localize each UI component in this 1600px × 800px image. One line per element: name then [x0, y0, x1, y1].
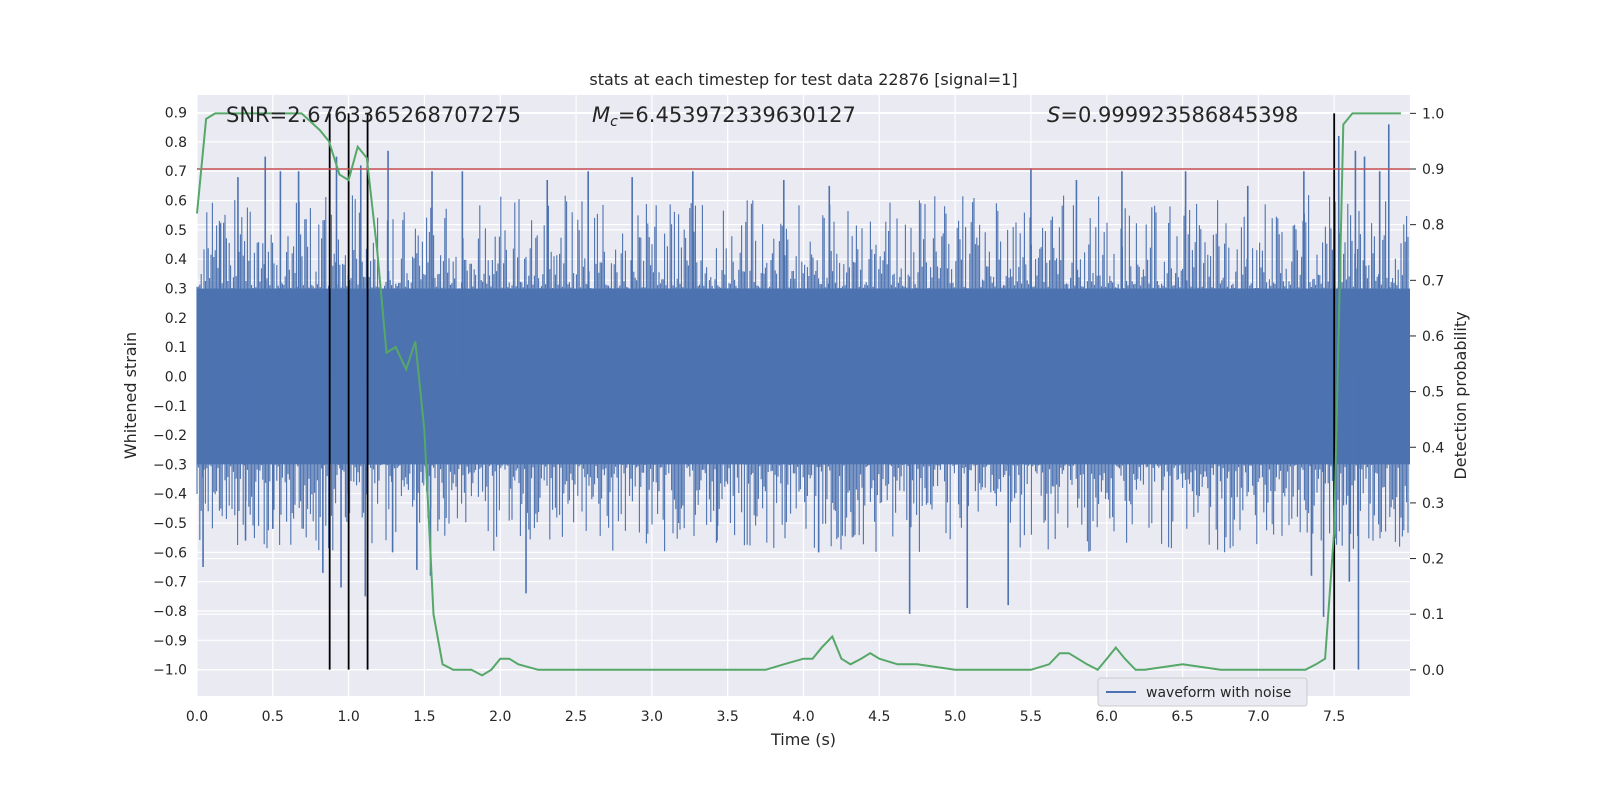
y-tick-label: 0.9 — [165, 106, 187, 122]
y-tick-label: 0.6 — [165, 194, 187, 210]
y-axis-label: Whitened strain — [121, 332, 140, 459]
x-ticks: 0.0 0.5 1.0 1.5 2.0 2.5 3.0 3.5 4.0 4.5 5.0 5.5 6.0 6… — [186, 709, 1345, 725]
mc-value: =6.453972339630127 — [618, 103, 856, 127]
y2-ticks: 0.0 0.1 0.2 0.3 0.4 0.5 0.6 0.7 0.8 0.9 1.0 — [1410, 106, 1444, 679]
x-tick-label: 3.0 — [641, 709, 663, 725]
x-tick-label: 6.5 — [1171, 709, 1193, 725]
y-tick-label: 0.5 — [165, 223, 187, 239]
x-tick-label: 4.0 — [792, 709, 814, 725]
legend: waveform with noise — [1097, 677, 1308, 707]
chart-title: stats at each timestep for test data 228… — [589, 70, 1017, 89]
y-tick-label: −0.8 — [153, 604, 187, 620]
y-tick-label: −1.0 — [153, 663, 187, 679]
y-tick-label: 0.8 — [165, 135, 187, 151]
y-tick-label: 0.7 — [165, 164, 187, 180]
x-tick-label: 5.0 — [944, 709, 966, 725]
y2-tick-label: 0.4 — [1422, 440, 1444, 456]
event-lines — [328, 113, 1336, 670]
mc-subscript: c — [610, 114, 618, 130]
legend-box — [1097, 677, 1308, 707]
y2-tick-label: 0.5 — [1422, 385, 1444, 401]
x-tick-label: 4.5 — [868, 709, 890, 725]
x-tick-label: 3.5 — [717, 709, 739, 725]
snr-annotation: SNR=2.6763365268707275 — [226, 103, 521, 127]
strain-series — [196, 124, 1410, 670]
mc-annotation: Mc=6.453972339630127 — [592, 103, 856, 130]
x-tick-label: 2.0 — [489, 709, 511, 725]
y-tick-label: −0.4 — [153, 487, 187, 503]
y2-tick-label: 0.7 — [1422, 273, 1444, 289]
y2-axis-label: Detection probability — [1451, 311, 1470, 479]
y2-tick-label: 1.0 — [1422, 106, 1444, 122]
legend-entry: waveform with noise — [1146, 685, 1291, 701]
probability-line — [196, 112, 1401, 677]
y-tick-label: −0.1 — [153, 399, 187, 415]
y-tick-label: −0.6 — [153, 545, 187, 561]
mc-symbol: M — [592, 103, 610, 127]
y2-tick-label: 0.8 — [1422, 218, 1444, 234]
s-symbol: S — [1047, 103, 1060, 127]
x-tick-label: 2.5 — [565, 709, 587, 725]
x-tick-label: 6.0 — [1096, 709, 1118, 725]
x-axis-label: Time (s) — [770, 730, 836, 749]
x-tick-label: 0.5 — [262, 709, 284, 725]
y2-tick-label: 0.2 — [1422, 552, 1444, 568]
y-tick-label: −0.5 — [153, 516, 187, 532]
y2-tick-label: 0.0 — [1422, 663, 1444, 679]
x-tick-label: 7.0 — [1247, 709, 1269, 725]
y-tick-label: −0.2 — [153, 428, 187, 444]
y-ticks: −1.0 −0.9 −0.8 −0.7 −0.6 −0.5 −0.4 −0.3 −0.2 −0.1… — [153, 106, 187, 679]
x-tick-label: 1.0 — [337, 709, 359, 725]
y-tick-label: −0.7 — [153, 575, 187, 591]
s-value: =0.999923586845398 — [1060, 103, 1298, 127]
y-tick-label: 0.0 — [165, 369, 187, 385]
x-tick-label: 0.0 — [186, 709, 208, 725]
s-annotation: S=0.999923586845398 — [1047, 103, 1298, 127]
y2-tick-label: 0.9 — [1422, 162, 1444, 178]
strain-noise — [196, 195, 1410, 553]
x-tick-label: 7.5 — [1323, 709, 1345, 725]
x-tick-label: 1.5 — [413, 709, 435, 725]
y-tick-label: 0.2 — [165, 311, 187, 327]
y-tick-label: 0.1 — [165, 340, 187, 356]
y-tick-label: 0.4 — [165, 252, 187, 268]
x-tick-label: 5.5 — [1020, 709, 1042, 725]
y2-tick-label: 0.6 — [1422, 329, 1444, 345]
y-tick-label: −0.9 — [153, 633, 187, 649]
y-tick-label: −0.3 — [153, 457, 187, 473]
y-tick-label: 0.3 — [165, 281, 187, 297]
y2-tick-label: 0.1 — [1422, 607, 1444, 623]
y2-tick-label: 0.3 — [1422, 496, 1444, 512]
probability-series — [196, 112, 1401, 677]
